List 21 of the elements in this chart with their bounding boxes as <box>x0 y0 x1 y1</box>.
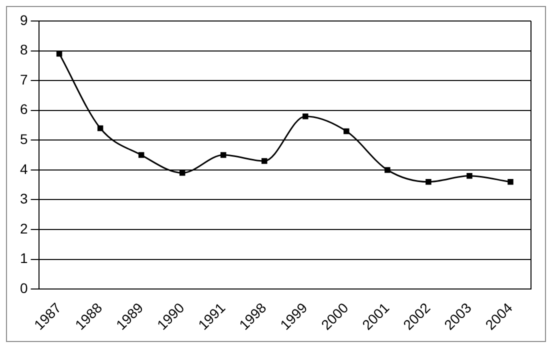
point <box>508 178 514 185</box>
point <box>466 173 472 179</box>
point <box>302 113 308 120</box>
y-tick-label: 8 <box>20 42 28 58</box>
point <box>426 178 432 185</box>
y-tick-label: 7 <box>20 71 28 88</box>
point <box>344 128 350 134</box>
point <box>262 158 268 164</box>
point <box>220 152 226 158</box>
point <box>138 152 144 158</box>
y-tick-label: 6 <box>20 101 28 118</box>
y-tick-label: 4 <box>20 160 28 177</box>
y-tick-label: 1 <box>20 250 28 266</box>
point <box>179 170 186 176</box>
y-tick-label: 3 <box>20 190 28 207</box>
y-tick-label: 2 <box>20 220 28 236</box>
y-tick-label: 5 <box>20 131 28 148</box>
y-tick-label: 0 <box>20 280 28 296</box>
y-tick-label: 9 <box>20 12 28 28</box>
point <box>97 125 104 132</box>
point <box>384 167 390 173</box>
